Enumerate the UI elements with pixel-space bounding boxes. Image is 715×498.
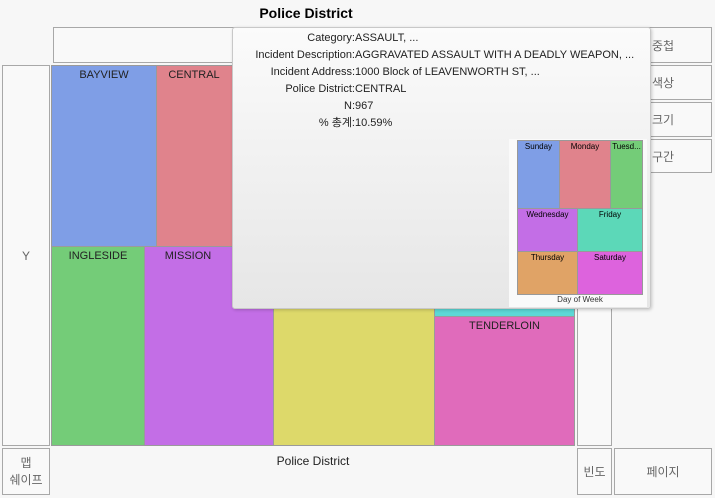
tile-label: MISSION: [164, 250, 212, 262]
mini-treemap-title: Day of Week: [557, 295, 603, 304]
tooltip-key: Police District:: [285, 83, 355, 95]
mini-tile-wednesday: Wednesday: [517, 208, 578, 252]
tooltip-value: 967: [355, 100, 374, 112]
tooltip-value: 10.59%: [355, 117, 393, 129]
mini-tile-sunday: Sunday: [517, 140, 560, 209]
tooltip-key: N:: [344, 100, 355, 112]
tooltip-value: 1000 Block of LEAVENWORTH ST, ...: [355, 66, 540, 78]
tooltip-value: AGGRAVATED ASSAULT WITH A DEADLY WEAPON,…: [355, 49, 635, 61]
map-shape-drop-zone[interactable]: 맵 쉐이프: [2, 448, 50, 495]
mini-tile-thursday: Thursday: [517, 251, 578, 295]
mini-tile-friday: Friday: [577, 208, 643, 252]
mini-treemap-panel: Sunday Monday Tuesd... Wednesday Friday …: [509, 139, 647, 307]
tooltip-key: Incident Description:: [255, 49, 355, 61]
tile-label: TENDERLOIN: [469, 320, 540, 332]
graph-title: Police District: [259, 5, 353, 21]
treemap-tile-ingleside[interactable]: INGLESIDE: [51, 246, 145, 446]
mini-tile-monday: Monday: [559, 140, 611, 209]
page-drop-zone[interactable]: 페이지: [614, 448, 712, 495]
mini-tile-saturday: Saturday: [577, 251, 643, 295]
mini-tile-tuesday: Tuesd...: [610, 140, 643, 209]
treemap-tile-bayview[interactable]: BAYVIEW: [51, 65, 157, 247]
tile-label: BAYVIEW: [79, 69, 129, 81]
freq-drop-zone[interactable]: 빈도: [577, 448, 612, 495]
y-drop-zone[interactable]: Y: [2, 65, 50, 446]
treemap-tile-tenderloin[interactable]: TENDERLOIN: [434, 316, 575, 446]
tooltip-value: ASSAULT, ...: [355, 32, 419, 44]
tile-label: CENTRAL: [168, 69, 220, 81]
tooltip-key: % 총계:: [318, 117, 355, 129]
x-axis-label[interactable]: Police District: [276, 454, 350, 468]
hover-tooltip: Category: ASSAULT, ... Incident Descripti…: [232, 27, 651, 309]
tooltip-key: Incident Address:: [270, 66, 355, 78]
tooltip-key: Category:: [307, 32, 355, 44]
tile-label: INGLESIDE: [68, 250, 128, 262]
tooltip-value: CENTRAL: [355, 83, 407, 95]
